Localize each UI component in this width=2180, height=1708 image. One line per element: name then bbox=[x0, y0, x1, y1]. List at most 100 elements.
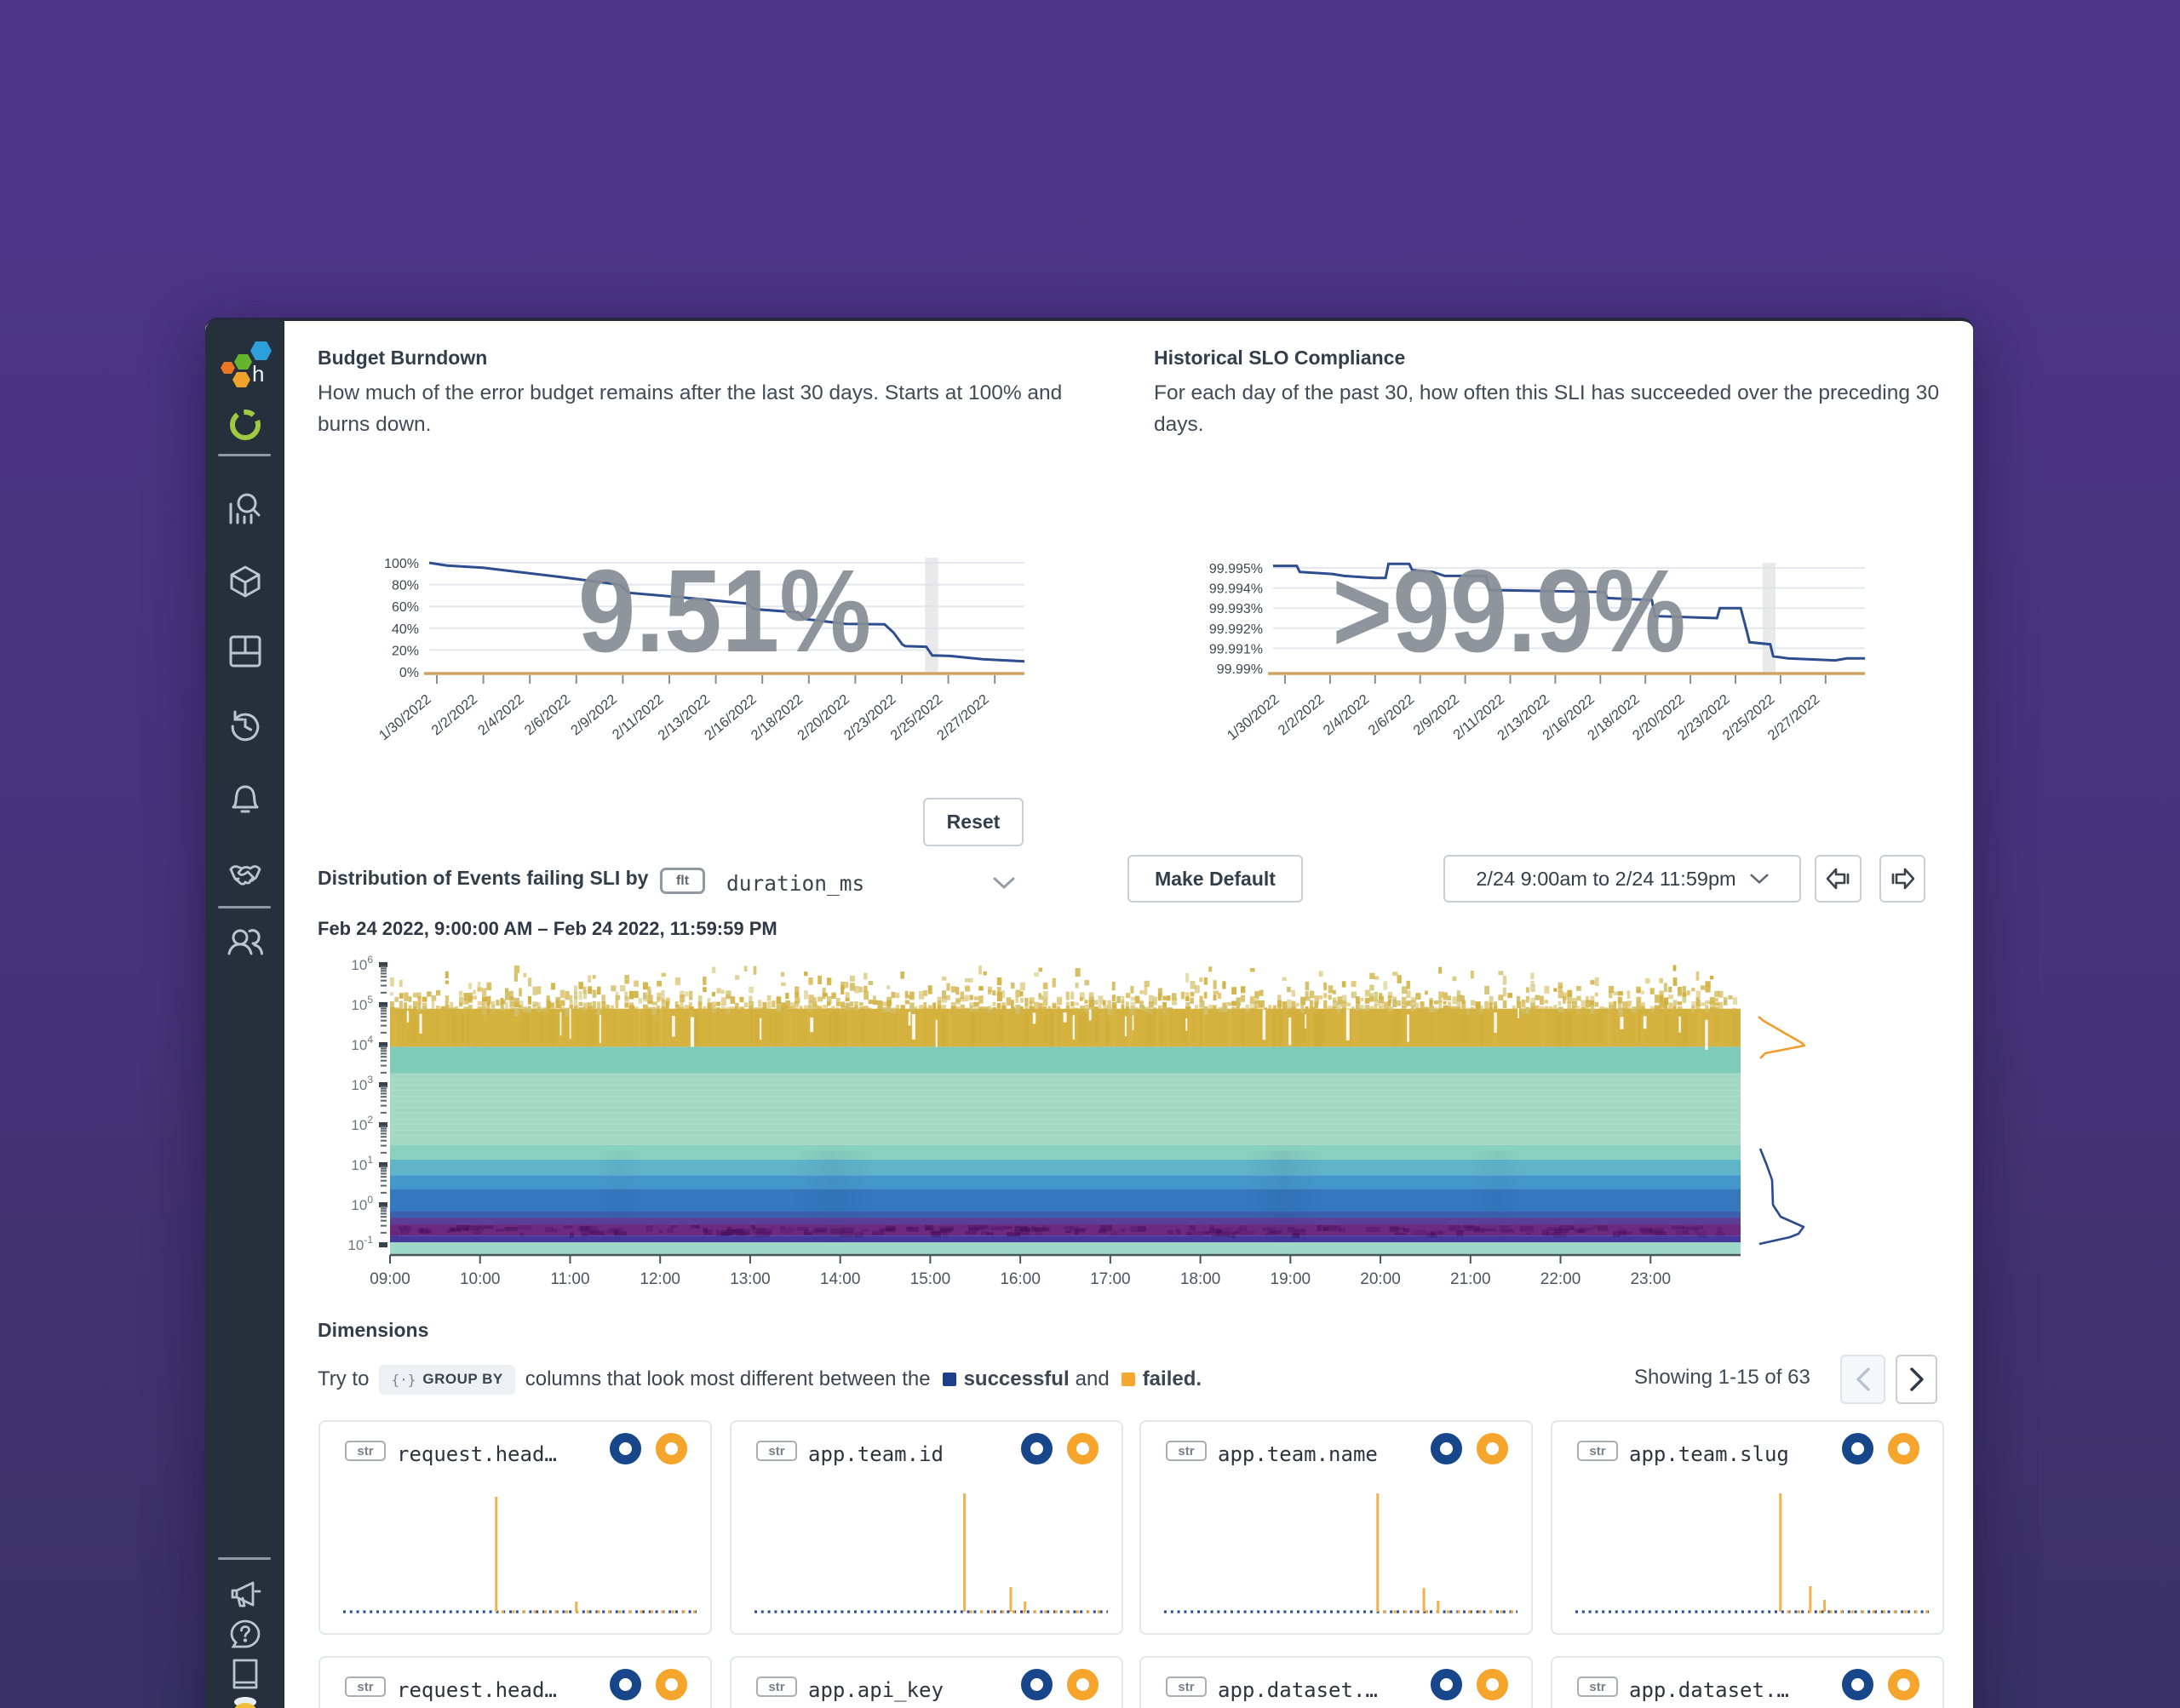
dimension-field-name: request.head… bbox=[397, 1678, 557, 1702]
successful-donut-icon[interactable] bbox=[1431, 1433, 1462, 1464]
chevron-left-icon bbox=[1856, 1367, 1870, 1391]
svg-text:2/6/2022: 2/6/2022 bbox=[522, 691, 574, 738]
sidebar-item-alerts[interactable] bbox=[228, 782, 262, 821]
svg-text:99.994%: 99.994% bbox=[1209, 582, 1263, 597]
sidebar-item-announcements[interactable] bbox=[229, 1579, 261, 1613]
svg-text:99.992%: 99.992% bbox=[1209, 622, 1263, 637]
historical-slo-compliance-description: For each day of the past 30, how often t… bbox=[1154, 381, 1940, 436]
svg-text:22:00: 22:00 bbox=[1540, 1270, 1581, 1288]
sidebar-item-bee[interactable] bbox=[225, 1694, 266, 1708]
dimension-card-request.head[interactable]: str request.head… bbox=[318, 1420, 712, 1635]
string-type-badge: str bbox=[756, 1441, 797, 1461]
events-heatmap[interactable]: 106 105 104 103 102 101 100 10-1 09:00 10:00 11:00… bbox=[324, 951, 1866, 1292]
budget-remaining-value: 9.51% bbox=[577, 546, 872, 677]
svg-text:09:00: 09:00 bbox=[370, 1270, 410, 1288]
chevron-down-icon[interactable] bbox=[993, 877, 1015, 890]
honeycomb-logo-icon: h bbox=[220, 341, 272, 387]
dimension-card-app.team.slug[interactable]: str app.team.slug bbox=[1551, 1420, 1944, 1635]
successful-donut-icon[interactable] bbox=[1021, 1433, 1053, 1464]
datasets-icon bbox=[230, 565, 260, 598]
historical-slo-compliance-chart[interactable]: 99.995% 99.994% 99.993% 99.992% 99.991% 99.99… bbox=[1159, 534, 1925, 798]
svg-text:99.995%: 99.995% bbox=[1209, 562, 1263, 576]
dimension-card-app.dataset.[interactable]: str app.dataset.… bbox=[1551, 1656, 1944, 1708]
successful-donut-icon[interactable] bbox=[1431, 1669, 1462, 1700]
svg-text:106: 106 bbox=[351, 954, 373, 973]
sidebar-item-help[interactable] bbox=[229, 1619, 261, 1655]
successful-donut-icon[interactable] bbox=[1842, 1669, 1873, 1700]
failed-donut-icon[interactable] bbox=[1888, 1433, 1919, 1464]
sidebar-item-docs[interactable] bbox=[230, 1658, 261, 1694]
make-default-button-label: Make Default bbox=[1155, 867, 1276, 890]
dimensions-title: Dimensions bbox=[318, 1319, 429, 1341]
failed-donut-icon[interactable] bbox=[1477, 1433, 1508, 1464]
time-forward-button[interactable] bbox=[1879, 855, 1925, 903]
legend-and-label: and bbox=[1075, 1367, 1110, 1390]
sidebar-item-history[interactable] bbox=[228, 708, 262, 747]
sidebar-nav: h bbox=[205, 321, 284, 1708]
alerts-icon bbox=[232, 785, 258, 813]
svg-text:99.991%: 99.991% bbox=[1209, 642, 1263, 656]
arrow-left-bar-icon bbox=[1826, 868, 1849, 890]
dimension-card-app.dataset.[interactable]: str app.dataset.… bbox=[1139, 1656, 1533, 1708]
svg-text:100: 100 bbox=[351, 1194, 373, 1213]
make-default-button[interactable]: Make Default bbox=[1127, 855, 1303, 903]
time-range-select[interactable]: 2/24 9:00am to 2/24 11:59pm bbox=[1443, 855, 1801, 903]
time-back-button[interactable] bbox=[1815, 855, 1862, 903]
failed-legend-swatch bbox=[1121, 1373, 1135, 1386]
failed-donut-icon[interactable] bbox=[1477, 1669, 1508, 1700]
dimension-card-app.team.id[interactable]: str app.team.id bbox=[730, 1420, 1123, 1635]
distribution-field-select-value[interactable]: duration_ms bbox=[726, 871, 865, 896]
string-type-badge: str bbox=[345, 1441, 386, 1461]
dimension-card-app.team.name[interactable]: str app.team.name bbox=[1139, 1420, 1533, 1635]
successful-donut-icon[interactable] bbox=[610, 1433, 641, 1464]
dimension-card-app.api_key[interactable]: str app.api_key bbox=[730, 1656, 1123, 1708]
sidebar-item-team[interactable] bbox=[227, 925, 263, 963]
sidebar-item-datasets[interactable] bbox=[228, 565, 262, 603]
svg-text:103: 103 bbox=[351, 1074, 373, 1093]
svg-text:1/30/2022: 1/30/2022 bbox=[1225, 691, 1282, 743]
pagination-next-button[interactable] bbox=[1896, 1355, 1937, 1404]
team-icon bbox=[227, 929, 263, 955]
svg-text:40%: 40% bbox=[392, 622, 419, 637]
group-by-pill[interactable]: {·} GROUP BY bbox=[379, 1364, 515, 1395]
successful-donut-icon[interactable] bbox=[1021, 1669, 1053, 1700]
environment-ring-icon bbox=[229, 410, 261, 440]
svg-text:12:00: 12:00 bbox=[640, 1270, 680, 1288]
string-type-badge: str bbox=[1166, 1676, 1207, 1697]
distribution-title: Distribution of Events failing SLI by bbox=[318, 867, 649, 889]
svg-text:2/2/2022: 2/2/2022 bbox=[1276, 691, 1328, 738]
svg-text:2/27/2022: 2/27/2022 bbox=[934, 691, 992, 743]
failed-donut-icon[interactable] bbox=[1067, 1433, 1099, 1464]
string-type-badge: str bbox=[1577, 1676, 1618, 1697]
svg-text:99.993%: 99.993% bbox=[1209, 602, 1263, 616]
failed-donut-icon[interactable] bbox=[656, 1669, 687, 1700]
reset-button[interactable]: Reset bbox=[923, 798, 1024, 846]
heatmap-time-caption: Feb 24 2022, 9:00:00 AM – Feb 24 2022, 1… bbox=[318, 918, 777, 939]
legend-successful: successful bbox=[941, 1367, 1070, 1391]
svg-text:15:00: 15:00 bbox=[910, 1270, 951, 1288]
reset-button-label: Reset bbox=[946, 811, 1001, 833]
string-type-badge: str bbox=[1577, 1441, 1618, 1461]
svg-text:105: 105 bbox=[351, 994, 373, 1013]
sidebar-item-boards[interactable] bbox=[228, 634, 262, 673]
sidebar-item-honeycomb-logo[interactable]: h bbox=[218, 340, 272, 397]
chevron-down-icon bbox=[1750, 874, 1769, 884]
failed-donut-icon[interactable] bbox=[1888, 1669, 1919, 1700]
sidebar-item-query[interactable] bbox=[228, 492, 262, 530]
sidebar-item-slos[interactable] bbox=[227, 859, 263, 897]
dimension-field-name: app.api_key bbox=[808, 1678, 944, 1702]
dimensions-hint: Try to {·} GROUP BY columns that look mo… bbox=[318, 1364, 1202, 1395]
dimension-card-request.head[interactable]: str request.head… bbox=[318, 1656, 712, 1708]
sidebar-item-environment-ring[interactable] bbox=[228, 408, 262, 446]
failed-donut-icon[interactable] bbox=[656, 1433, 687, 1464]
history-icon bbox=[231, 710, 259, 742]
successful-donut-icon[interactable] bbox=[610, 1669, 641, 1700]
failed-donut-icon[interactable] bbox=[1067, 1669, 1099, 1700]
pagination-prev-button[interactable] bbox=[1840, 1355, 1885, 1404]
sidebar-divider bbox=[218, 1557, 271, 1560]
dimension-sparkline bbox=[343, 1497, 697, 1613]
budget-burndown-chart[interactable]: 100% 80% 60% 40% 20% 0% 1/30/20222/2/20222/4/2… bbox=[333, 534, 1082, 798]
svg-text:14:00: 14:00 bbox=[820, 1270, 861, 1288]
legend-failed: failed. bbox=[1120, 1367, 1202, 1391]
successful-donut-icon[interactable] bbox=[1842, 1433, 1873, 1464]
